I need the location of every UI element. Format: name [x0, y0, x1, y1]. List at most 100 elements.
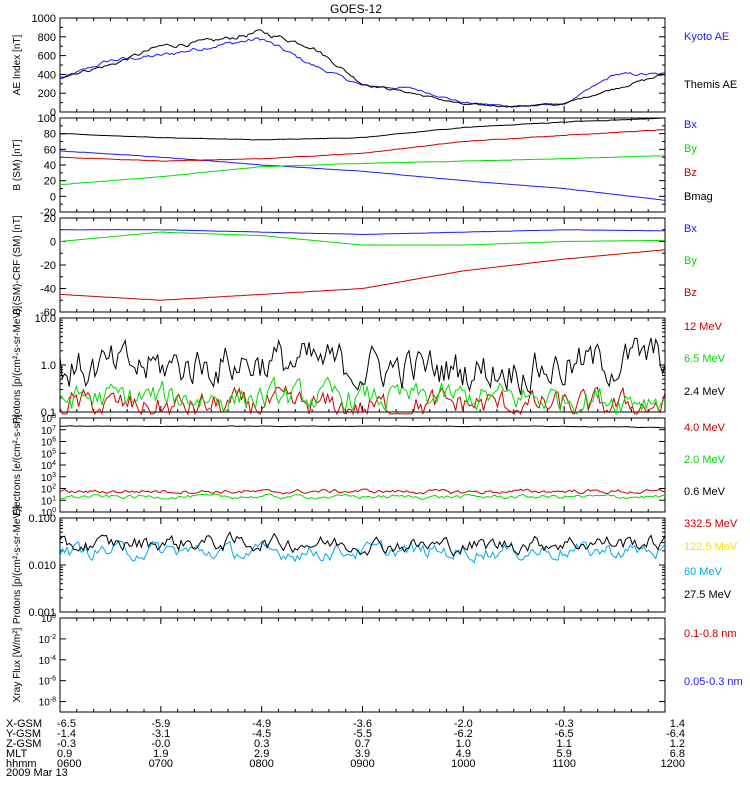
- y-tick-label: -40: [40, 284, 56, 296]
- x-axis-row-label: Z-GSM: [6, 738, 41, 750]
- panel-7: 10-8 10-6 10-4 10-2 100 Xray Flux [W/m²] 0.1-0…: [12, 613, 743, 713]
- x-axis-value: 3.9: [355, 748, 370, 760]
- series-line: [59, 337, 666, 395]
- y-tick-label: 100: [41, 507, 56, 519]
- panel-frame: [59, 417, 666, 513]
- legend-entry: By: [684, 143, 697, 155]
- y-tick-label: -20: [40, 260, 56, 272]
- y-tick-label: 106: [41, 437, 56, 449]
- x-axis-value: 0900: [350, 758, 374, 770]
- panel-frame: [59, 117, 666, 213]
- x-axis-row-label: Y-GSM: [6, 728, 41, 740]
- y-tick-label: 100: [38, 113, 56, 125]
- legend-entry: 332.5 MeV: [684, 518, 738, 530]
- y-tick-label: 20: [44, 213, 56, 225]
- panel-4: 0.1 1.0 10.0 Protons [p/(cm²-s-sr-MeV)] 12 M…: [12, 306, 726, 425]
- y-tick-label: 103: [41, 472, 56, 484]
- series-line: [59, 493, 666, 501]
- series-line: [59, 531, 666, 557]
- series-line: [59, 539, 666, 564]
- panel-frame: [59, 617, 666, 713]
- y-tick-label: 104: [41, 460, 56, 472]
- x-axis-row-label: X-GSM: [6, 718, 42, 730]
- series-line: [59, 425, 665, 429]
- series-line: [59, 117, 665, 141]
- series-line: [59, 488, 666, 495]
- series-line: [59, 231, 666, 246]
- y-axis-label: B (SM) [nT]: [12, 139, 23, 190]
- y-tick-label: 0: [50, 191, 56, 203]
- y-tick-label: 108: [41, 413, 56, 425]
- y-tick-label: 200: [38, 88, 56, 100]
- y-tick-label: 10-8: [39, 697, 56, 709]
- y-axis-label: Protons [p/(cm²-s-sr-MeV)]: [12, 506, 23, 625]
- legend-entry: 0.05-0.3 nm: [684, 676, 743, 688]
- x-axis-value: 2.9: [254, 748, 269, 760]
- panel-1: 0 200 400 600 800 1000 AE Index [nT] Kyoto AE Th…: [12, 13, 737, 119]
- legend-entry: Bz: [684, 167, 697, 179]
- x-axis-value: -4.5: [252, 728, 271, 740]
- panel-frame: [59, 517, 666, 613]
- x-axis-value: -6.5: [555, 728, 574, 740]
- y-tick-label: -20: [40, 207, 56, 219]
- legend-entry: 2.4 MeV: [684, 386, 726, 398]
- x-axis-value: 0600: [57, 758, 81, 770]
- x-axis-value: -5.9: [151, 718, 170, 730]
- y-axis-label: Electrons [e/(cm²-s-sr)]: [12, 414, 23, 516]
- legend-entry: 0.1-0.8 nm: [684, 628, 737, 640]
- y-tick-label: 0.100: [28, 513, 56, 525]
- x-axis-value: -0.3: [555, 718, 574, 730]
- figure-title: GOES-12: [330, 2, 382, 16]
- y-tick-label: -60: [40, 307, 56, 319]
- x-axis-value: -1.4: [57, 728, 76, 740]
- y-tick-label: 60: [44, 144, 56, 156]
- y-tick-label: 0.010: [28, 560, 56, 572]
- x-axis-value: -6.5: [57, 718, 76, 730]
- legend-entry: Bmag: [684, 191, 713, 203]
- y-tick-label: 102: [41, 484, 56, 496]
- x-axis-value: 0700: [149, 758, 173, 770]
- y-tick-label: 101: [41, 495, 56, 507]
- y-axis-label: Xray Flux [W/m²]: [12, 628, 23, 703]
- x-axis-value: -0.0: [151, 738, 170, 750]
- legend-entry: 4.0 MeV: [684, 422, 726, 434]
- y-tick-label: 1.0: [41, 360, 56, 372]
- y-tick-label: 20: [44, 176, 56, 188]
- panel-6: 0.001 0.010 0.100 Protons [p/(cm²-s-sr-MeV)…: [12, 506, 738, 625]
- x-axis-value: 0800: [249, 758, 273, 770]
- series-line: [59, 29, 666, 108]
- y-tick-label: 10-6: [39, 676, 56, 688]
- x-axis-value: 1.2: [670, 738, 685, 750]
- y-axis-label: Protons [p/(cm²-s-sr-MeV)]: [12, 306, 23, 425]
- y-tick-label: 107: [41, 425, 56, 437]
- y-tick-label: 100: [41, 613, 56, 625]
- series-line: [59, 150, 666, 201]
- panel-2: -20 0 20 40 60 80 100 B (SM) [nT] Bx By Bz Bmag: [12, 113, 713, 219]
- x-axis-row-label: hhmm: [6, 758, 37, 770]
- x-axis-value: -3.6: [353, 718, 372, 730]
- x-axis-value: 1.0: [456, 738, 471, 750]
- x-axis-value: -0.3: [57, 738, 76, 750]
- y-tick-label: 10.0: [35, 313, 56, 325]
- y-tick-label: 1000: [32, 13, 56, 25]
- panel-3: -60 -40 -20 0 20 B (SM)-CRF (SM) [nT] Bx By Bz: [12, 213, 697, 319]
- legend-entry: Themis AE: [684, 79, 737, 91]
- x-axis-value: 4.9: [456, 748, 471, 760]
- y-tick-label: 400: [38, 69, 56, 81]
- x-axis-value: 1.1: [557, 738, 572, 750]
- x-axis-value: -3.1: [151, 728, 170, 740]
- x-axis-value: -2.0: [454, 718, 473, 730]
- series-line: [60, 129, 666, 162]
- x-axis-row-label: MLT: [6, 748, 27, 760]
- x-axis-value: 0.9: [57, 748, 72, 760]
- y-tick-label: 0: [50, 107, 56, 119]
- series-line: [59, 249, 666, 301]
- legend-entry: 6.5 MeV: [684, 353, 726, 365]
- x-axis-value: 1.9: [153, 748, 168, 760]
- y-tick-label: 0.1: [41, 407, 56, 419]
- y-tick-label: 600: [38, 51, 56, 63]
- x-axis-value: 0.3: [254, 738, 269, 750]
- series-line: [59, 385, 666, 416]
- legend-entry: 0.6 MeV: [684, 486, 726, 498]
